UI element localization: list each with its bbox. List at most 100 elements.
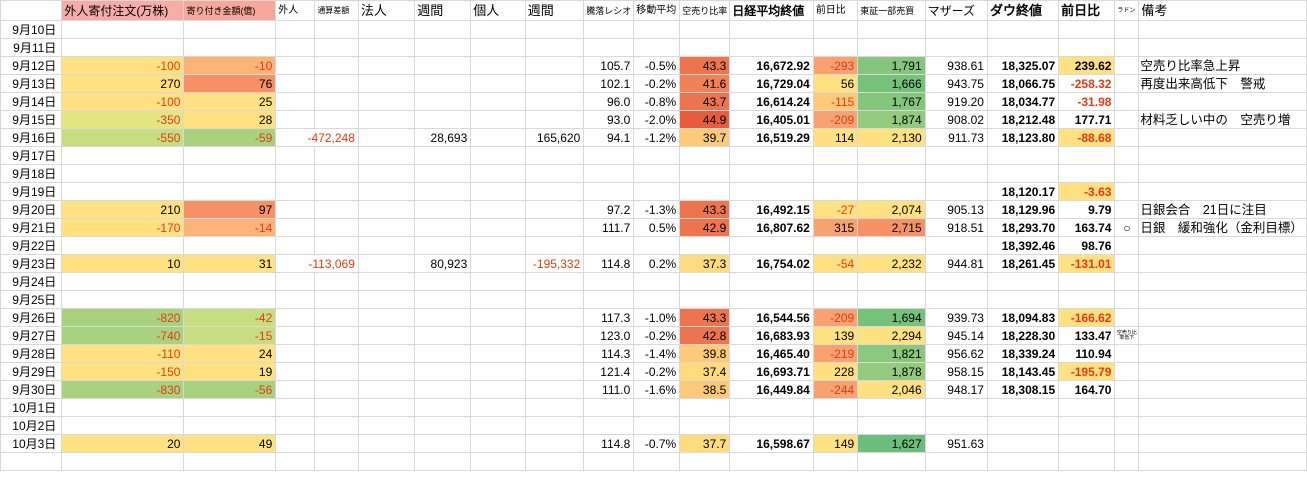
cell-gaijin_order[interactable]: 10	[61, 254, 185, 273]
column-header-dow_close[interactable]: ダウ終値	[986, 0, 1060, 21]
cell-toraku_ratio[interactable]: 111.0	[583, 380, 635, 399]
cell-biko[interactable]	[1138, 20, 1307, 39]
cell-biko[interactable]	[1138, 362, 1307, 381]
cell-opening_amount[interactable]	[183, 182, 277, 201]
cell-gaijin_order[interactable]	[61, 38, 185, 57]
cell-dow_close[interactable]	[986, 398, 1060, 417]
cell-mothers[interactable]	[924, 236, 988, 255]
cell-gaijin[interactable]	[275, 434, 316, 453]
cell-short_ratio[interactable]	[679, 272, 731, 291]
cell-moving_avg[interactable]	[633, 236, 681, 255]
cell-dow_change[interactable]: 239.62	[1058, 56, 1116, 75]
cell-hojin[interactable]	[357, 74, 416, 93]
cell-moving_avg[interactable]: -1.0%	[633, 308, 681, 327]
cell-dow_change[interactable]	[1058, 452, 1116, 471]
cell-day_change[interactable]	[812, 146, 859, 165]
cell-biko[interactable]	[1138, 182, 1307, 201]
cell-gaijin[interactable]	[275, 218, 316, 237]
cell-day_change[interactable]: -209	[812, 110, 859, 129]
cell-kojin[interactable]	[470, 218, 526, 237]
cell-short_ratio[interactable]: 39.8	[679, 344, 731, 363]
cell-tse1_volume[interactable]	[857, 398, 926, 417]
cell-opening_amount[interactable]: -42	[183, 308, 277, 327]
cell-dow_close[interactable]	[986, 416, 1060, 435]
cell-shukan2[interactable]	[524, 74, 585, 93]
cell-hojin[interactable]	[357, 398, 416, 417]
cell-opening_amount[interactable]	[183, 236, 277, 255]
cell-gaijin_order[interactable]: -350	[61, 110, 185, 129]
cell-day_change[interactable]: 139	[812, 326, 859, 345]
cell-hojin[interactable]	[357, 290, 416, 309]
column-header-mothers[interactable]: マザーズ	[924, 0, 988, 21]
cell-tse1_volume[interactable]	[857, 182, 926, 201]
cell-hojin[interactable]	[357, 92, 416, 111]
date-cell[interactable]: 9月18日	[0, 164, 63, 183]
cell-short_ratio[interactable]	[679, 38, 731, 57]
cell-mothers[interactable]	[924, 272, 988, 291]
cell-moving_avg[interactable]: -1.6%	[633, 380, 681, 399]
date-cell[interactable]: 9月20日	[0, 200, 63, 219]
cell-nikkei_close[interactable]: 16,729.04	[729, 74, 814, 93]
cell-opening_amount[interactable]: -15	[183, 326, 277, 345]
cell-kojin[interactable]	[470, 200, 526, 219]
cell-gaijin_order[interactable]: -740	[61, 326, 185, 345]
cell-nikkei_close[interactable]: 16,449.84	[729, 380, 814, 399]
cell-gaijin_order[interactable]	[61, 146, 185, 165]
cell-toraku_ratio[interactable]: 114.3	[583, 344, 635, 363]
cell-day_change[interactable]	[812, 182, 859, 201]
cell-day_change[interactable]	[812, 452, 859, 471]
cell-mothers[interactable]	[924, 452, 988, 471]
cell-shukan2[interactable]: 165,620	[524, 128, 585, 147]
cell-gaijin[interactable]	[275, 92, 316, 111]
cell-biko[interactable]	[1138, 290, 1307, 309]
cell-dow_change[interactable]: 98.76	[1058, 236, 1116, 255]
cell-dow_change[interactable]: 110.94	[1058, 344, 1116, 363]
cell-dow_change[interactable]: 133.47	[1058, 326, 1116, 345]
date-cell[interactable]: 9月19日	[0, 182, 63, 201]
cell-tsusan[interactable]	[314, 290, 359, 309]
cell-day_change[interactable]: -219	[812, 344, 859, 363]
cell-dow_change[interactable]	[1058, 164, 1116, 183]
cell-hojin[interactable]	[357, 434, 416, 453]
cell-tsusan[interactable]	[314, 416, 359, 435]
cell-gaijin_order[interactable]	[61, 182, 185, 201]
cell-radon[interactable]	[1114, 164, 1140, 183]
cell-hojin[interactable]	[357, 146, 416, 165]
cell-gaijin_order[interactable]: -110	[61, 344, 185, 363]
cell-moving_avg[interactable]: -1.3%	[633, 200, 681, 219]
column-header-kojin[interactable]: 個人	[470, 0, 526, 21]
cell-tse1_volume[interactable]: 2,074	[857, 200, 926, 219]
cell-dow_change[interactable]	[1058, 290, 1116, 309]
cell-gaijin[interactable]	[275, 200, 316, 219]
cell-biko[interactable]	[1138, 344, 1307, 363]
cell-nikkei_close[interactable]	[729, 398, 814, 417]
cell-gaijin[interactable]	[275, 146, 316, 165]
cell-toraku_ratio[interactable]: 111.7	[583, 218, 635, 237]
cell-moving_avg[interactable]	[633, 20, 681, 39]
cell-biko[interactable]	[1138, 146, 1307, 165]
cell-gaijin_order[interactable]	[61, 398, 185, 417]
cell-hojin[interactable]	[357, 20, 416, 39]
cell-biko[interactable]	[1138, 254, 1307, 273]
cell-gaijin[interactable]	[275, 182, 316, 201]
cell-kojin[interactable]	[470, 254, 526, 273]
cell-dow_close[interactable]: 18,212.48	[986, 110, 1060, 129]
cell-shukan2[interactable]	[524, 110, 585, 129]
cell-mothers[interactable]: 943.75	[924, 74, 988, 93]
cell-moving_avg[interactable]: -2.0%	[633, 110, 681, 129]
cell-opening_amount[interactable]: -14	[183, 218, 277, 237]
date-cell[interactable]: 9月24日	[0, 272, 63, 291]
cell-short_ratio[interactable]	[679, 146, 731, 165]
cell-nikkei_close[interactable]: 16,693.71	[729, 362, 814, 381]
cell-shukan1[interactable]: 28,693	[414, 128, 472, 147]
cell-tsusan[interactable]	[314, 56, 359, 75]
cell-shukan2[interactable]	[524, 452, 585, 471]
cell-toraku_ratio[interactable]: 97.2	[583, 200, 635, 219]
cell-tse1_volume[interactable]: 2,715	[857, 218, 926, 237]
cell-toraku_ratio[interactable]: 102.1	[583, 74, 635, 93]
cell-dow_close[interactable]: 18,129.96	[986, 200, 1060, 219]
cell-gaijin_order[interactable]: -550	[61, 128, 185, 147]
cell-dow_close[interactable]: 18,143.45	[986, 362, 1060, 381]
cell-toraku_ratio[interactable]	[583, 398, 635, 417]
cell-shukan2[interactable]	[524, 290, 585, 309]
